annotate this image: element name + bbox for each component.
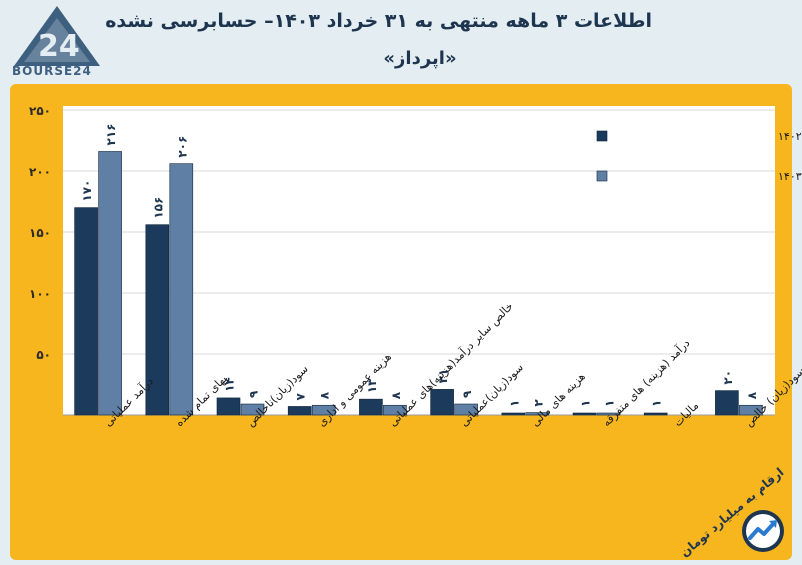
bar-1402 <box>430 389 454 416</box>
data-label: ۲۱۶ <box>104 123 118 145</box>
bar-1403 <box>169 163 194 416</box>
data-label: ۱ <box>507 400 521 407</box>
data-label: ۱ <box>650 400 664 407</box>
bar-1403 <box>454 403 478 416</box>
y-tick-label: ۲۰۰ <box>29 165 51 179</box>
data-label: ۹ <box>460 390 474 398</box>
svg-text:24: 24 <box>38 29 80 64</box>
bourse24-logo: 24 <box>14 6 100 66</box>
bar-1402 <box>216 397 241 416</box>
data-label: ۱۳ <box>365 378 379 393</box>
data-label: ۲ <box>531 399 545 407</box>
legend-label: عملکرد منتهی به خرداد ۱۴۰۲ <box>778 130 802 143</box>
data-label: ۷ <box>294 392 308 400</box>
bar-1402 <box>287 406 312 416</box>
y-tick-label: ۱۰۰ <box>29 287 51 301</box>
chart-title: اطلاعات ۳ ماهه منتهی به ۳۱ خرداد ۱۴۰۳– ح… <box>105 10 652 32</box>
y-tick-label: ۱۵۰ <box>29 226 51 240</box>
data-label: ۲۰ <box>721 370 735 385</box>
logo-text: BOURSE24 <box>12 64 92 78</box>
bar-1403 <box>98 151 122 416</box>
bar-1403 <box>596 412 621 416</box>
data-label: ۱۷۰ <box>80 180 94 202</box>
y-tick-label: ۲۵۰ <box>29 104 51 118</box>
data-label: ۱۴ <box>223 377 237 392</box>
bar-1403 <box>739 404 763 416</box>
data-label: ۲۱ <box>436 369 450 384</box>
data-label: ۸ <box>745 391 759 399</box>
bar-1402 <box>359 398 383 416</box>
data-label: ۹ <box>247 390 261 398</box>
data-label: ۱ <box>579 400 593 407</box>
bar-1402 <box>74 207 98 416</box>
data-label: ۱۵۶ <box>151 197 165 219</box>
legend-label: عملکرد منتهی به خرداد ۱۴۰۳ <box>778 170 802 183</box>
legend-swatch <box>596 170 608 182</box>
bar-1402 <box>643 412 668 416</box>
trend-up-icon <box>742 510 784 552</box>
bar-1402 <box>715 390 739 416</box>
bar-1403 <box>383 404 407 416</box>
bar-1403 <box>240 403 265 416</box>
company-name: «اپرداز» <box>383 48 457 69</box>
data-label: ۸ <box>389 391 403 399</box>
bar-1402 <box>145 224 170 416</box>
bar-1403 <box>311 404 336 416</box>
data-label: ۱ <box>603 400 617 407</box>
data-label: ۸ <box>318 391 332 399</box>
legend-swatch <box>596 130 608 142</box>
bar-1402 <box>501 412 526 416</box>
bar-1402 <box>572 412 597 416</box>
y-tick-label: ۵۰ <box>36 348 51 362</box>
data-label: ۲۰۶ <box>175 136 189 158</box>
bar-1403 <box>525 412 550 416</box>
